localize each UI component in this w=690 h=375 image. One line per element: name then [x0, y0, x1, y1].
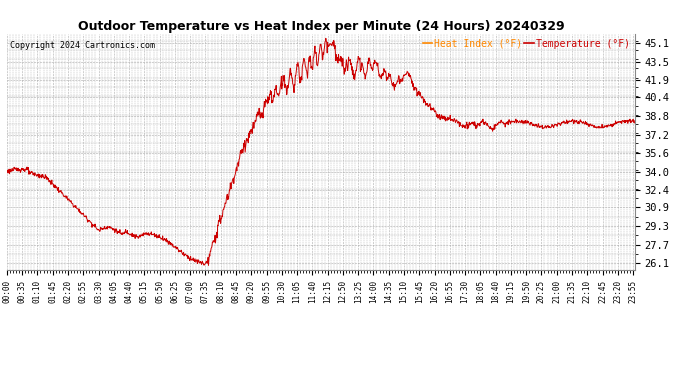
Text: Copyright 2024 Cartronics.com: Copyright 2024 Cartronics.com [10, 41, 155, 50]
Title: Outdoor Temperature vs Heat Index per Minute (24 Hours) 20240329: Outdoor Temperature vs Heat Index per Mi… [77, 20, 564, 33]
Legend: Heat Index (°F), Temperature (°F): Heat Index (°F), Temperature (°F) [422, 39, 630, 49]
